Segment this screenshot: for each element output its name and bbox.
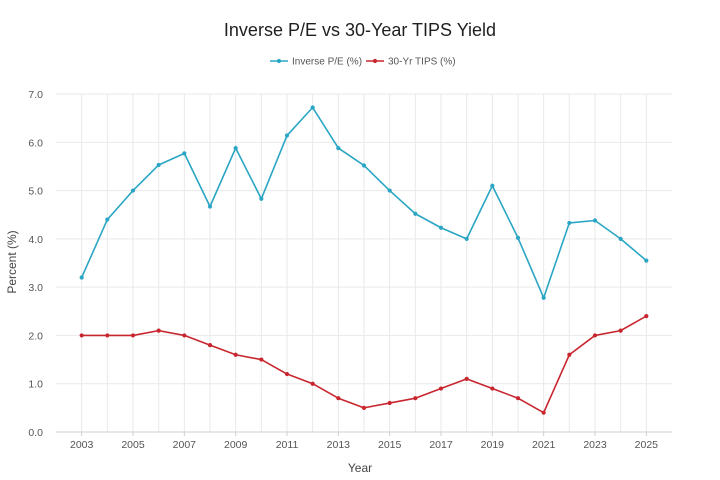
data-point (644, 258, 649, 263)
axes: Year Percent (%) 0.0 1.0 2.0 3.0 4.0 5.0 6.0 7.… (5, 89, 672, 475)
y-tick-label: 2.0 (28, 330, 43, 342)
data-point (541, 295, 546, 300)
data-point (438, 225, 444, 230)
data-point (207, 204, 213, 209)
data-point (336, 396, 341, 401)
legend-label: Inverse P/E (%) (292, 57, 362, 68)
y-tick-label: 7.0 (28, 89, 43, 101)
data-point (464, 376, 469, 381)
data-point (387, 400, 392, 406)
data-point (130, 333, 136, 338)
data-point (413, 211, 418, 216)
data-point (413, 396, 418, 401)
x-tick-label: 2017 (429, 439, 453, 451)
y-tick-label: 6.0 (28, 137, 43, 149)
data-point (644, 314, 649, 319)
data-point (284, 371, 290, 377)
data-point (79, 333, 84, 338)
legend-swatch-point (372, 58, 378, 64)
data-point (541, 410, 546, 415)
y-tick-label: 4.0 (28, 234, 43, 246)
x-tick-label: 2011 (276, 439, 299, 451)
y-tick-label: 0.0 (28, 427, 43, 439)
data-point (233, 145, 238, 151)
data-point (259, 357, 264, 362)
data-point (156, 162, 161, 168)
legend-item-0[interactable]: Inverse P/E (%) (270, 57, 362, 68)
data-point (438, 386, 444, 391)
data-point (105, 217, 110, 222)
data-point (182, 333, 187, 338)
data-point (310, 105, 315, 110)
x-tick-label: 2013 (327, 439, 351, 451)
data-point (310, 381, 315, 386)
data-point (361, 405, 367, 410)
y-tick-label: 1.0 (28, 379, 43, 391)
data-point (336, 145, 341, 151)
y-tick-label: 5.0 (28, 186, 43, 198)
data-point (156, 328, 161, 333)
x-tick-label: 2007 (173, 439, 197, 451)
data-point (207, 342, 213, 348)
legend-item-1[interactable]: 30-Yr TIPS (%) (366, 57, 456, 68)
x-tick-label: 2025 (635, 439, 659, 451)
data-point (130, 188, 136, 193)
data-point (387, 188, 392, 193)
data-point (79, 275, 84, 280)
series (79, 105, 649, 415)
data-point (464, 236, 469, 241)
x-axis-label: Year (348, 461, 372, 475)
data-point (567, 220, 572, 226)
data-point (592, 333, 598, 338)
data-point (284, 133, 290, 138)
x-tick-label: 2023 (583, 439, 607, 451)
legend[interactable]: Inverse P/E (%) 30-Yr TIPS (%) (270, 57, 456, 68)
data-point (361, 163, 367, 168)
x-tick-label: 2009 (224, 439, 248, 451)
x-tick-label: 2021 (532, 439, 556, 451)
data-point (182, 151, 187, 156)
data-point (233, 352, 238, 357)
chart-title: Inverse P/E vs 30-Year TIPS Yield (224, 20, 496, 40)
x-tick-label: 2005 (121, 439, 145, 451)
grid (56, 93, 672, 433)
data-point (618, 236, 623, 241)
x-tick-label: 2003 (70, 439, 94, 451)
legend-swatch-point (276, 58, 282, 64)
y-tick-label: 3.0 (28, 282, 43, 294)
data-point (567, 352, 572, 357)
legend-label: 30-Yr TIPS (%) (388, 57, 456, 68)
data-point (515, 235, 521, 240)
y-axis-label: Percent (%) (5, 230, 19, 293)
data-point (515, 396, 521, 401)
x-tick-label: 2015 (378, 439, 402, 451)
data-point (618, 328, 623, 333)
x-tick-label: 2019 (481, 439, 505, 451)
data-point (490, 183, 495, 188)
data-point (490, 386, 495, 391)
data-point (105, 333, 110, 338)
data-point (592, 218, 598, 223)
data-point (259, 196, 264, 201)
